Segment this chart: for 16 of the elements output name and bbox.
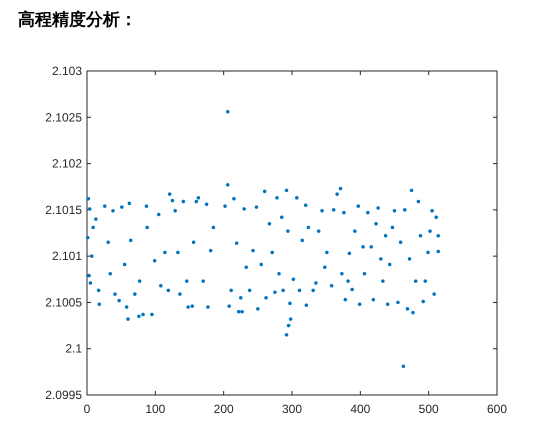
y-tick-label: 2.1015 [45,202,82,217]
x-tick-label: 100 [145,402,166,416]
y-tick-label: 2.102 [52,156,82,171]
y-tick-label: 2.1005 [45,295,82,310]
x-tick-label: 600 [486,402,508,416]
y-tick-label: 2.1025 [45,110,82,124]
y-tick-label: 2.101 [52,249,82,264]
y-tick-label: 2.103 [52,64,82,78]
y-tick-label: 2.0995 [45,388,82,402]
x-tick-label: 500 [418,402,439,416]
chart-title: 高程精度分析： [18,10,137,30]
x-tick-label: 0 [84,402,91,416]
x-tick-label: 200 [214,402,234,416]
x-tick-label: 300 [282,402,302,416]
x-tick-label: 400 [350,402,371,416]
y-tick-label: 2.1 [65,342,82,356]
